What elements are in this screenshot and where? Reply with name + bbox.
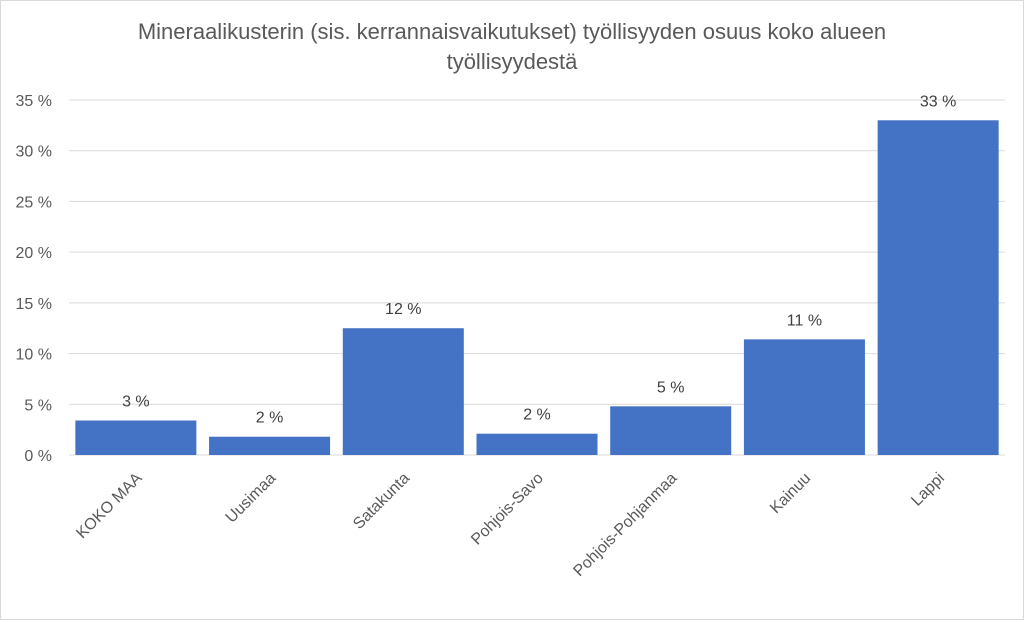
x-tick-label: KOKO MAA: [73, 470, 146, 543]
x-tick-label: Uusimaa: [223, 470, 280, 527]
bars: [75, 120, 999, 456]
data-label: 11 %: [787, 312, 822, 329]
x-tick-label: Satakunta: [350, 470, 413, 533]
y-tick-label: 15 %: [16, 296, 52, 313]
y-tick-label: 30 %: [16, 144, 52, 161]
bar-1: [209, 436, 331, 455]
chart-title-line-2: työllisyydestä: [447, 49, 579, 74]
x-tick-label: Pohjois-Pohjanmaa: [570, 470, 680, 580]
data-label: 5 %: [657, 379, 685, 396]
x-tick-label: Pohjois-Savo: [468, 470, 547, 549]
bar-2: [342, 328, 464, 455]
data-label: 3 %: [122, 394, 150, 411]
bar-6: [877, 120, 999, 456]
y-tick-label: 10 %: [16, 347, 52, 364]
data-label: 2 %: [256, 410, 284, 427]
data-label: 12 %: [385, 301, 421, 318]
x-tick-label: Lappi: [908, 470, 948, 510]
data-labels: 3 % 2 % 12 % 2 % 5 % 11 % 33 %: [122, 93, 956, 426]
chart-title-line-1: Mineraalikusterin (sis. kerrannaisvaikut…: [138, 19, 886, 44]
y-tick-label: 35 %: [16, 93, 52, 110]
bar-0: [75, 420, 197, 455]
y-axis-ticks: 0 % 5 % 10 % 15 % 20 % 25 % 30 % 35 %: [16, 93, 52, 465]
data-label: 2 %: [523, 407, 551, 424]
bar-5: [743, 339, 865, 455]
y-tick-label: 5 %: [24, 397, 52, 414]
y-tick-label: 20 %: [16, 245, 52, 262]
data-label: 33 %: [920, 93, 956, 110]
bar-3: [476, 433, 598, 455]
x-axis-ticks: KOKO MAA Uusimaa Satakunta Pohjois-Savo Pohj…: [73, 470, 948, 580]
bar-4: [610, 406, 732, 455]
y-tick-label: 0 %: [24, 448, 52, 465]
x-tick-label: Kainuu: [767, 470, 814, 517]
y-tick-label: 25 %: [16, 194, 52, 211]
